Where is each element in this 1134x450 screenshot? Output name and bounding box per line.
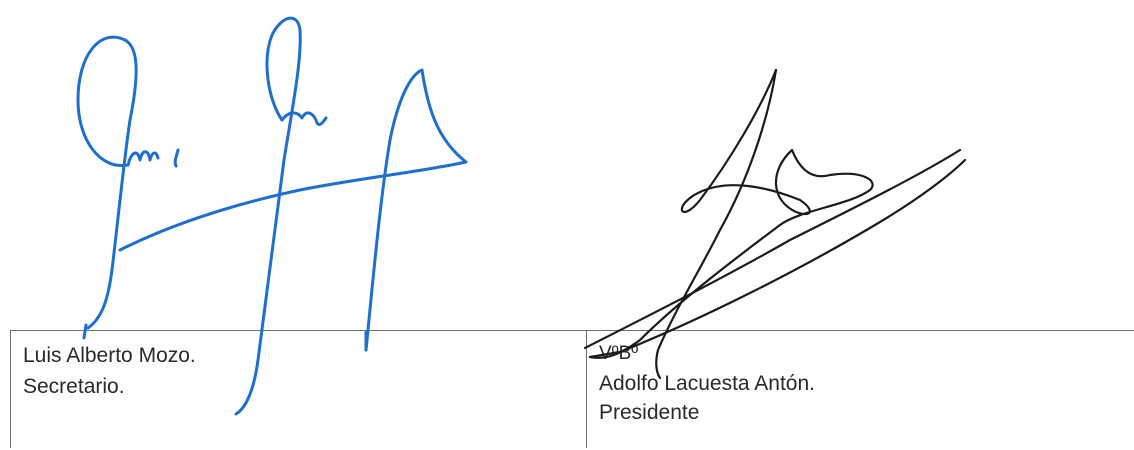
signature-row: Luis Alberto Mozo. Secretario. VºBº Adol… — [10, 330, 1134, 448]
signature-table: Luis Alberto Mozo. Secretario. VºBº Adol… — [10, 330, 1134, 448]
secretary-name: Luis Alberto Mozo. — [23, 344, 196, 367]
secretary-role: Secretario. — [23, 375, 125, 398]
president-name: Adolfo Lacuesta Antón. — [599, 372, 815, 395]
approval-mark: VºBº — [599, 343, 639, 364]
secretary-signature-cell: Luis Alberto Mozo. Secretario. — [10, 330, 587, 448]
president-role: Presidente — [599, 401, 700, 424]
president-signature-cell: VºBº Adolfo Lacuesta Antón. Presidente — [586, 330, 1134, 448]
